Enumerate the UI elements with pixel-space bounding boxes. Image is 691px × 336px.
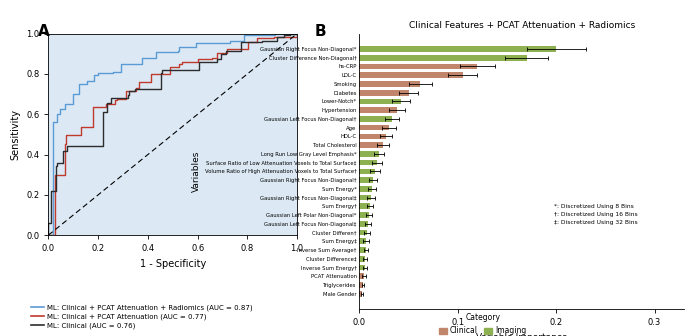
- Bar: [359, 177, 373, 183]
- Bar: [359, 160, 377, 165]
- Bar: [359, 265, 366, 270]
- Bar: [359, 142, 383, 148]
- Text: *: Discretized Using 8 Bins
†: Discretized Using 16 Bins
‡: Discretized Using 32: *: Discretized Using 8 Bins †: Discretiz…: [554, 204, 638, 225]
- Bar: [359, 151, 379, 157]
- Bar: [359, 291, 362, 297]
- Bar: [359, 169, 375, 174]
- Bar: [359, 133, 386, 139]
- Bar: [359, 64, 477, 69]
- X-axis label: 1 - Specificity: 1 - Specificity: [140, 259, 206, 269]
- Bar: [359, 204, 370, 209]
- Bar: [359, 107, 397, 113]
- Bar: [359, 247, 366, 253]
- Bar: [359, 116, 392, 122]
- Title: Clinical Features + PCAT Attenuation + Radiomics: Clinical Features + PCAT Attenuation + R…: [408, 21, 635, 30]
- Bar: [359, 81, 420, 87]
- Y-axis label: Sensitivity: Sensitivity: [10, 109, 21, 160]
- Bar: [359, 98, 401, 104]
- Bar: [359, 282, 363, 288]
- Bar: [359, 186, 372, 192]
- Legend: ML: Clinical + PCAT Attenuation + Radiomics (AUC = 0.87), ML: Clinical + PCAT At: ML: Clinical + PCAT Attenuation + Radiom…: [31, 305, 253, 329]
- Bar: [359, 212, 369, 218]
- Bar: [359, 256, 366, 262]
- Bar: [359, 221, 368, 227]
- Bar: [359, 90, 408, 95]
- Text: B: B: [314, 24, 326, 39]
- Bar: [359, 125, 389, 130]
- Bar: [359, 46, 556, 52]
- Bar: [359, 72, 463, 78]
- Bar: [359, 195, 371, 201]
- Bar: [359, 239, 366, 244]
- Bar: [359, 230, 367, 236]
- Text: A: A: [38, 24, 50, 39]
- Bar: [359, 55, 527, 60]
- Legend: Clinical, Imaging: Clinical, Imaging: [436, 310, 529, 336]
- X-axis label: Variable Importance: Variable Importance: [476, 333, 567, 336]
- Bar: [359, 274, 364, 279]
- Y-axis label: Variables: Variables: [191, 151, 200, 192]
